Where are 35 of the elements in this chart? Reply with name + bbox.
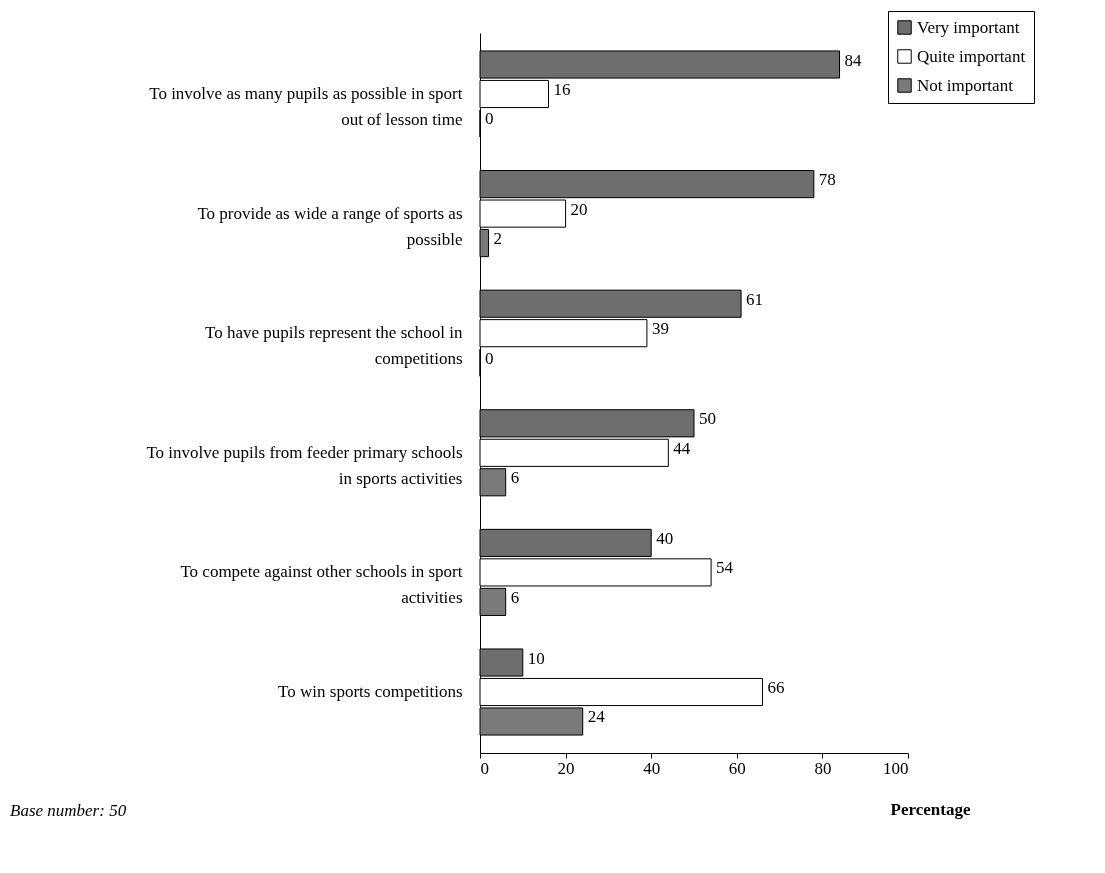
data-label: 20 [570,199,588,219]
x-tick-label: 60 [728,758,746,778]
data-label: 6 [510,468,520,488]
data-label: 16 [553,80,571,99]
data-label: 78 [818,170,836,190]
y-tick-label: To involve pupils from feeder primary schools in sports activities [146,442,463,488]
data-label: 39 [651,319,669,339]
x-tick-label: 0 [480,758,489,778]
legend-label: Quite important [917,46,1026,66]
data-label: 0 [485,109,494,129]
x-tick-label: 20 [557,758,575,778]
x-tick-label: 100 [883,758,909,778]
y-tick-label: To provide as wide a range of sports as possible [197,203,463,249]
x-axis-title: Percentage [890,799,971,819]
text: Base number: 50 [10,801,127,820]
x-tick-label: 80 [814,758,832,778]
y-tick-label: To involve as many pupils as possible in sport out of lesson time [149,84,463,129]
data-label: 2 [493,229,503,249]
data-label: 6 [510,587,520,607]
y-tick-label: To compete against other schools in sport activities [180,562,463,608]
data-label: 10 [527,648,545,668]
data-label: 44 [673,438,691,458]
data-label: 66 [767,678,785,697]
legend-label: Very important [917,17,1020,37]
y-tick-label: To have pupils represent the school in competitions [204,323,463,369]
y-tick-label: To win sports competitions [278,682,463,701]
data-label: 40 [656,528,674,548]
data-label: 50 [699,409,716,429]
x-tick-label: 40 [643,758,661,778]
legend-label: Not important [917,75,1014,95]
data-label: 54 [716,558,734,578]
data-label: 84 [844,50,863,70]
data-label: 0 [485,348,494,368]
data-label: 24 [587,707,606,727]
data-label: 61 [746,289,764,309]
